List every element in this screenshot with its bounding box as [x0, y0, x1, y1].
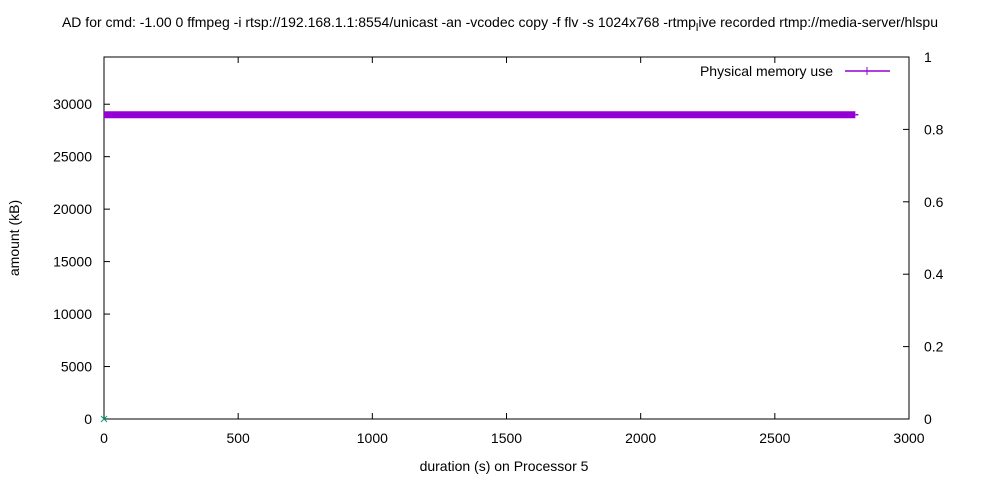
chart-title-main: AD for cmd: -1.00 0 ffmpeg -i rtsp://192…	[62, 14, 696, 30]
chart-title-tail: ive recorded rtmp://media-server/hlspu	[698, 14, 938, 30]
x-tick-label: 3000	[893, 430, 924, 446]
y2-tick-label: 0.8	[924, 121, 944, 137]
y-tick-label: 0	[84, 411, 92, 427]
legend-label-physical-memory: Physical memory use	[700, 63, 833, 79]
series-layer	[100, 111, 859, 423]
y-tick-label: 30000	[53, 96, 92, 112]
y-axis-label: amount (kB)	[6, 200, 22, 276]
x-tick-label: 2000	[625, 430, 656, 446]
y2-tick-label: 0.6	[924, 194, 944, 210]
y-tick-label: 20000	[53, 201, 92, 217]
axis-ticks: 0 500 1000 1500 2000 2500 30000500010000150002…	[53, 49, 944, 446]
y2-tick-label: 1	[924, 49, 932, 65]
x-tick-label: 500	[226, 430, 250, 446]
chart-title: AD for cmd: -1.00 0 ffmpeg -i rtsp://192…	[62, 14, 938, 34]
y-tick-label: 10000	[53, 306, 92, 322]
x-tick-label: 0	[100, 430, 108, 446]
x-tick-label: 1500	[491, 430, 522, 446]
y-tick-label: 25000	[53, 149, 92, 165]
legend: Physical memory use	[700, 63, 890, 79]
y-tick-label: 5000	[61, 359, 92, 375]
x-tick-label: 2500	[759, 430, 790, 446]
x-tick-label: 1000	[357, 430, 388, 446]
y2-tick-label: 0	[924, 411, 932, 427]
chart-title-subscript: l	[696, 22, 698, 34]
y-tick-label: 15000	[53, 254, 92, 270]
y2-tick-label: 0.4	[924, 266, 944, 282]
x-axis-label: duration (s) on Processor 5	[420, 458, 589, 474]
data-point-marker	[100, 415, 108, 423]
y2-tick-label: 0.2	[924, 339, 944, 355]
